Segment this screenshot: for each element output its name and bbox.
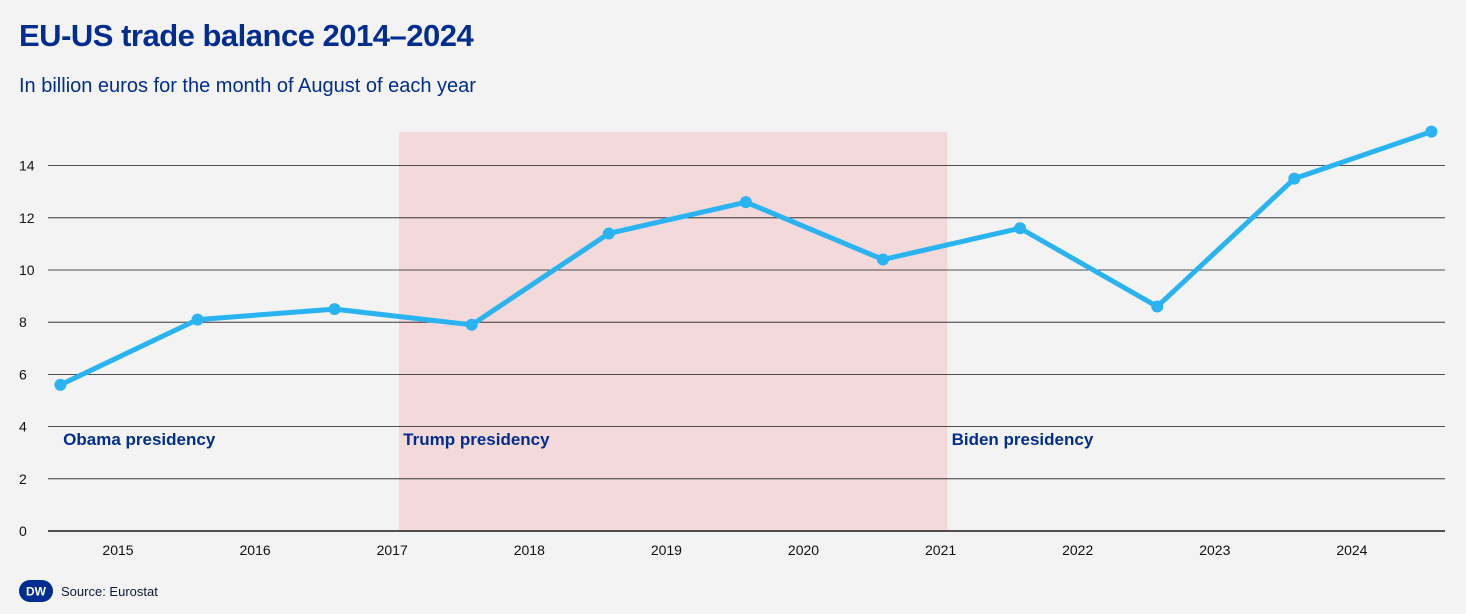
source-note: Source: Eurostat xyxy=(61,583,158,599)
y-tick-label: 12 xyxy=(19,210,35,226)
period-label: Biden presidency xyxy=(952,430,1094,449)
y-tick-label: 8 xyxy=(19,314,27,330)
data-point xyxy=(465,318,478,331)
x-tick-label: 2021 xyxy=(925,542,956,558)
data-point xyxy=(1151,300,1164,313)
dw-logo-icon: DW xyxy=(19,580,53,602)
axes: 0 2 4 6 8 10 12 14 2015 2016 2017 2018 2019 2020 2021 2… xyxy=(19,158,1368,558)
x-tick-label: 2024 xyxy=(1336,542,1367,558)
x-tick-label: 2015 xyxy=(102,542,133,558)
x-tick-label: 2022 xyxy=(1062,542,1093,558)
y-tick-label: 10 xyxy=(19,262,35,278)
y-tick-label: 14 xyxy=(19,158,35,174)
x-tick-label: 2016 xyxy=(240,542,271,558)
y-tick-label: 2 xyxy=(19,471,27,487)
period-label: Trump presidency xyxy=(403,430,550,449)
x-tick-label: 2017 xyxy=(377,542,408,558)
gridlines xyxy=(48,165,1445,532)
annotations: Obama presidency Trump presidency Biden pr… xyxy=(63,430,1094,449)
data-point xyxy=(328,303,341,316)
data-point xyxy=(877,253,890,266)
shaded-region xyxy=(399,132,948,531)
y-tick-label: 6 xyxy=(19,366,27,382)
x-tick-label: 2018 xyxy=(514,542,545,558)
chart-title: EU-US trade balance 2014–2024 xyxy=(19,18,474,53)
y-tick-label: 0 xyxy=(19,523,27,539)
x-tick-label: 2023 xyxy=(1199,542,1230,558)
data-point xyxy=(191,313,204,326)
data-point xyxy=(1425,125,1438,138)
data-point xyxy=(54,378,67,391)
data-point xyxy=(739,196,752,209)
series xyxy=(54,125,1438,391)
data-point xyxy=(1014,222,1027,235)
x-tick-label: 2020 xyxy=(788,542,819,558)
y-tick-label: 4 xyxy=(19,419,27,435)
shaded-regions xyxy=(399,132,948,531)
svg-text:DW: DW xyxy=(26,585,47,599)
x-tick-label: 2019 xyxy=(651,542,682,558)
period-label: Obama presidency xyxy=(63,430,216,449)
chart-subtitle: In billion euros for the month of August… xyxy=(19,75,476,97)
footer: DW Source: Eurostat xyxy=(19,580,158,602)
data-point xyxy=(1288,172,1301,185)
data-point xyxy=(602,227,615,240)
